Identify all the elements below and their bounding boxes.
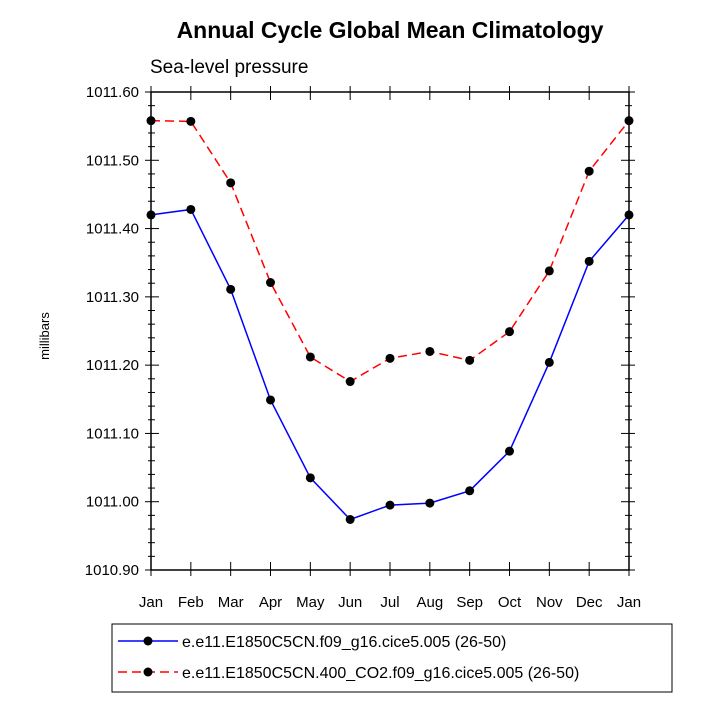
data-point — [505, 327, 514, 337]
legend: e.e11.E1850C5CN.f09_g16.cice5.005 (26-50… — [111, 623, 673, 693]
data-point — [305, 352, 315, 362]
y-axis-label: millibars — [37, 312, 52, 360]
series-1 — [146, 204, 634, 524]
data-point — [226, 284, 236, 294]
data-point — [146, 116, 156, 126]
y-tick-label: 1011.00 — [86, 494, 139, 511]
data-point — [266, 278, 275, 288]
data-point — [186, 116, 196, 126]
data-point — [584, 166, 594, 176]
data-point — [226, 178, 236, 188]
data-point — [266, 395, 275, 405]
x-tick-label: Aug — [416, 594, 443, 611]
data-point — [345, 514, 355, 524]
x-tick-label: Dec — [576, 594, 603, 611]
data-point — [305, 473, 315, 483]
legend-marker — [143, 667, 153, 677]
y-tick-label: 1010.90 — [85, 562, 139, 579]
legend-marker — [143, 636, 153, 646]
data-point — [385, 500, 395, 510]
y-tick-label: 1011.40 — [86, 221, 139, 238]
x-tick-label: May — [296, 594, 325, 611]
x-tick-label: Jan — [139, 594, 163, 611]
data-point — [385, 353, 395, 363]
axis-ticks — [145, 86, 635, 576]
data-point — [186, 204, 196, 214]
x-tick-label: Mar — [218, 594, 244, 611]
legend-box — [111, 623, 673, 693]
y-axis-tick-labels: 1010.90 1011.00 1011.10 1011.20 1011.30 1011.… — [85, 84, 139, 579]
x-tick-label: Nov — [536, 594, 563, 611]
x-tick-label: Apr — [259, 594, 282, 611]
y-tick-label: 1011.20 — [86, 357, 139, 374]
x-tick-label: Jun — [338, 594, 362, 611]
data-point — [544, 357, 554, 367]
plot-area-frame — [150, 91, 630, 571]
data-point — [584, 256, 594, 266]
data-point — [425, 346, 435, 356]
y-tick-label: 1011.10 — [86, 425, 139, 442]
chart-subtitle: Sea-level pressure — [150, 57, 308, 78]
legend-label: e.e11.E1850C5CN.f09_g16.cice5.005 (26-50… — [182, 634, 506, 651]
x-tick-label: Feb — [178, 594, 204, 611]
x-tick-label: Jul — [380, 594, 399, 611]
data-point — [465, 355, 475, 365]
data-point — [345, 377, 355, 387]
x-tick-label: Sep — [456, 594, 483, 611]
data-point — [624, 116, 634, 126]
y-tick-label: 1011.30 — [86, 289, 139, 306]
legend-entry: e.e11.E1850C5CN.400_CO2.f09_g16.cice5.00… — [118, 665, 579, 682]
data-point — [465, 486, 475, 496]
x-tick-label: Jan — [617, 594, 641, 611]
y-tick-label: 1011.60 — [86, 84, 139, 101]
y-tick-label: 1011.50 — [86, 152, 139, 169]
legend-label: e.e11.E1850C5CN.400_CO2.f09_g16.cice5.00… — [182, 665, 579, 682]
x-tick-label: Oct — [498, 594, 522, 611]
chart-title: Annual Cycle Global Mean Climatology — [177, 17, 604, 43]
data-point — [146, 210, 156, 220]
legend-entry: e.e11.E1850C5CN.f09_g16.cice5.005 (26-50… — [118, 634, 506, 651]
series-group — [146, 116, 634, 524]
data-point — [624, 210, 634, 220]
data-point — [544, 266, 554, 276]
data-point — [505, 446, 514, 456]
series-line — [150, 208, 630, 521]
data-point — [425, 498, 435, 508]
series-2 — [146, 116, 634, 387]
x-axis-tick-labels: Jan Feb Mar Apr May Jun Jul Aug Sep Oct Nov Dec Jan — [139, 594, 641, 611]
